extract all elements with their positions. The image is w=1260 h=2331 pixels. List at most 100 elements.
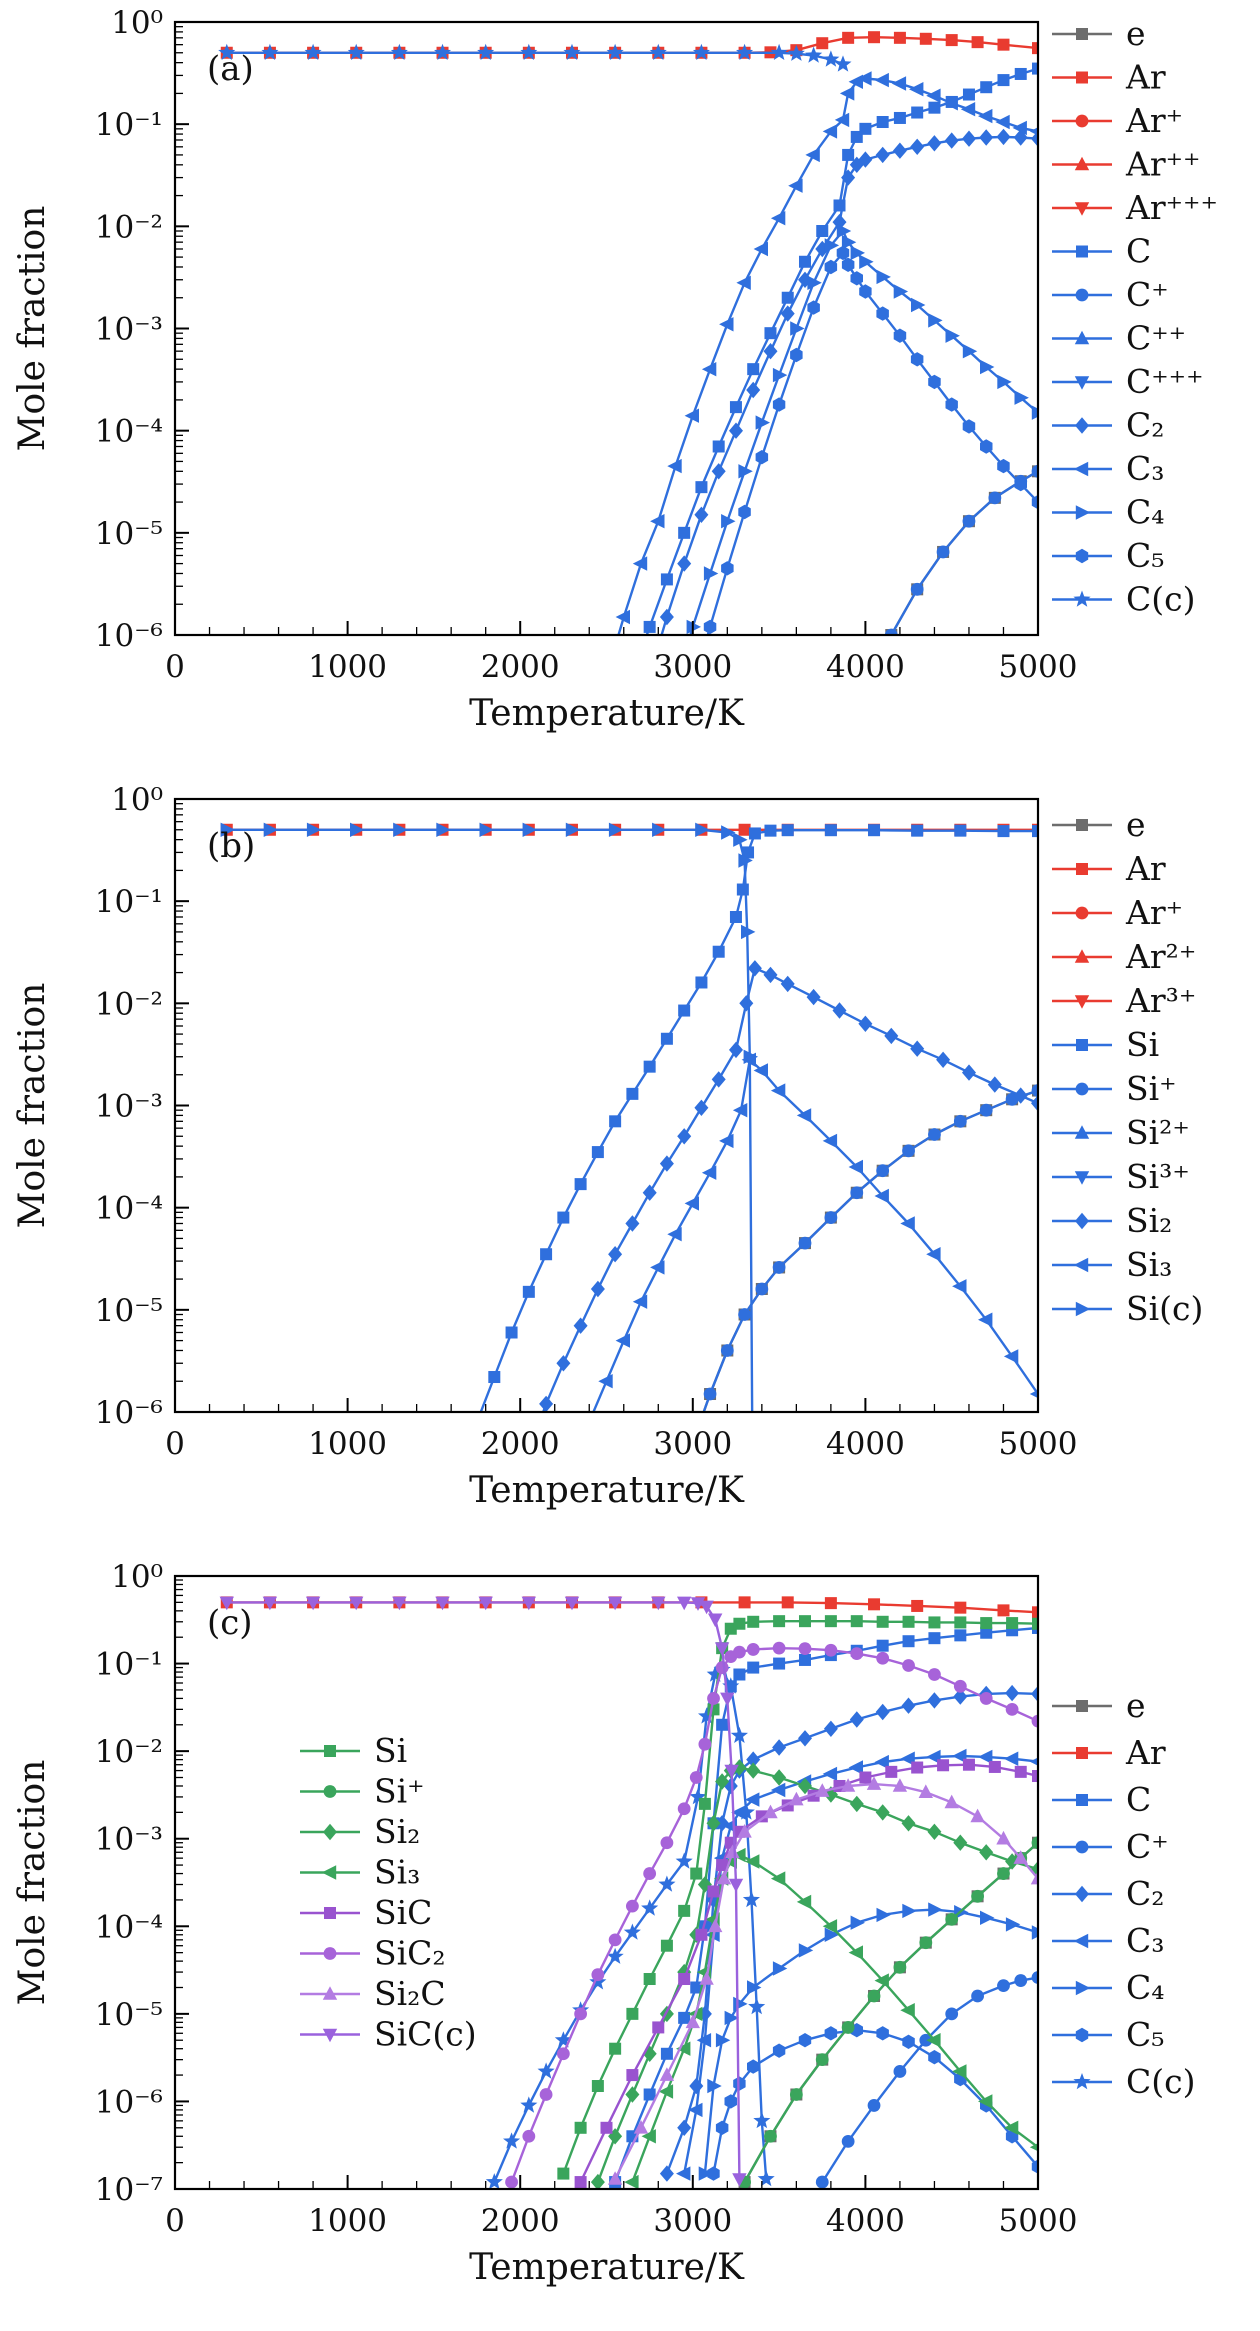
series-C4 xyxy=(698,1902,1038,2181)
legend-item-Ar: Ar xyxy=(1052,58,1166,97)
series-Si xyxy=(479,824,1038,1412)
panel-label: (c) xyxy=(207,1603,253,1643)
series-C5 xyxy=(703,245,1038,635)
series-layer xyxy=(219,1596,1038,2189)
legend-item-Ar++: Ar⁺⁺ xyxy=(1052,145,1200,184)
y-tick-label: 10⁻⁴ xyxy=(95,1909,163,1945)
y-tick-label: 10⁻³ xyxy=(95,312,163,348)
y-tick-label: 10⁻³ xyxy=(95,1089,163,1125)
legend-label: e xyxy=(1126,14,1146,53)
x-tick-label: 2000 xyxy=(481,1426,560,1462)
legend-item-Ar+++: Ar⁺⁺⁺ xyxy=(1052,188,1218,227)
series-C3 xyxy=(676,1748,1038,2181)
y-tick-label: 10⁻⁷ xyxy=(95,2172,163,2208)
series-Si3 xyxy=(624,1847,1038,2189)
axes: 0 1000 2000 3000 4000 5000 10⁰ 10⁻¹ 10⁻² 10⁻³ 10⁻⁴… xyxy=(95,1559,1078,2239)
chart-b: 0 1000 2000 3000 4000 5000 10⁰ 10⁻¹ 10⁻² 10⁻³ 10⁻⁴… xyxy=(12,782,1203,1511)
legend-right: e Ar C C⁺ C₂ C₃ C₄ C₅ C(c) xyxy=(1052,1686,1195,2101)
series-C xyxy=(643,62,1038,635)
x-tick-label: 5000 xyxy=(999,1426,1078,1462)
series-Si+ xyxy=(702,1084,1038,1412)
legend-item-C(c): C(c) xyxy=(1052,2062,1195,2101)
panel-label: (b) xyxy=(207,826,255,866)
y-tick-label: 10⁰ xyxy=(111,5,163,41)
series-Ar xyxy=(220,31,1038,59)
x-tick-label: 0 xyxy=(165,649,185,685)
series-C3 xyxy=(615,71,1038,635)
legend-item-Si2: Si₂ xyxy=(300,1812,420,1851)
series-C+ xyxy=(815,1971,1038,2189)
legend-label: Si xyxy=(1126,1025,1159,1064)
legend-item-Si: Si xyxy=(1052,1025,1159,1064)
y-tick-label: 10⁻² xyxy=(95,1734,163,1770)
legend-item-C+: C⁺ xyxy=(1052,1827,1169,1866)
legend-label: C₃ xyxy=(1126,1921,1164,1960)
figure-panel-b: 0 1000 2000 3000 4000 5000 10⁰ 10⁻¹ 10⁻² 10⁻³ 10⁻⁴… xyxy=(0,777,1260,1554)
y-tick-label: 10⁻⁵ xyxy=(95,516,163,552)
legend-item-Ar: Ar xyxy=(1052,1733,1166,1772)
legend-label: C₄ xyxy=(1126,493,1164,532)
x-tick-label: 2000 xyxy=(481,2203,560,2239)
series-C(c) xyxy=(485,1660,775,2189)
y-tick-label: 10⁻⁵ xyxy=(95,1997,163,2033)
x-tick-label: 4000 xyxy=(826,649,905,685)
legend-label: e xyxy=(1126,805,1146,844)
series-Si3 xyxy=(592,1052,1038,1412)
legend-item-C(c): C(c) xyxy=(1052,580,1195,619)
x-tick-label: 4000 xyxy=(826,1426,905,1462)
x-tick-label: 1000 xyxy=(308,2203,387,2239)
legend-item-SiC: SiC xyxy=(300,1893,432,1932)
legend-label: Ar³⁺ xyxy=(1125,981,1196,1020)
legend-item-C++: C⁺⁺ xyxy=(1052,319,1186,358)
x-tick-label: 2000 xyxy=(481,649,560,685)
legend-label: Si²⁺ xyxy=(1126,1113,1190,1152)
legend-item-SiC2: SiC₂ xyxy=(300,1934,446,1973)
legend-label: Ar xyxy=(1125,58,1166,97)
legend-label: SiC(c) xyxy=(374,2015,477,2054)
legend-item-C5: C₅ xyxy=(1052,536,1164,575)
x-axis-label: Temperature/K xyxy=(469,2247,745,2288)
series-SiC2 xyxy=(505,1641,1038,2189)
axes: 0 1000 2000 3000 4000 5000 10⁰ 10⁻¹ 10⁻² 10⁻³ 10⁻⁴… xyxy=(95,5,1078,685)
legend-label: Ar xyxy=(1125,1733,1166,1772)
series-C5 xyxy=(707,2023,1038,2181)
legend-item-Ar+: Ar⁺ xyxy=(1052,893,1183,932)
y-tick-label: 10⁻² xyxy=(95,986,163,1022)
legend-label: Si₂ xyxy=(1126,1201,1172,1240)
legend-item-C2: C₂ xyxy=(1052,406,1164,445)
y-tick-label: 10⁻² xyxy=(95,209,163,245)
legend-label: C⁺⁺ xyxy=(1126,319,1186,358)
series-layer xyxy=(218,31,1038,635)
legend-item-C4: C₄ xyxy=(1052,493,1164,532)
legend-label: Si xyxy=(374,1731,407,1770)
legend-label: e xyxy=(1126,1686,1146,1725)
legend-label: C₃ xyxy=(1126,449,1164,488)
legend-label: SiC xyxy=(374,1893,432,1932)
series-C xyxy=(609,1621,1038,2189)
legend-item-e: e xyxy=(1052,805,1146,844)
legend-label: C⁺⁺⁺ xyxy=(1126,362,1204,401)
legend-item-C4: C₄ xyxy=(1052,1968,1164,2007)
legend-right: e Ar Ar⁺ Ar²⁺ Ar³⁺ Si Si⁺ Si²⁺ Si³⁺ Si₂ Si₃ Si(c) xyxy=(1052,805,1203,1328)
series-e xyxy=(738,1836,1038,2189)
y-tick-label: 10⁻¹ xyxy=(95,1647,163,1683)
legend-label: Si(c) xyxy=(1126,1289,1203,1328)
legend-item-Si2+: Si²⁺ xyxy=(1052,1113,1190,1152)
chart-c: 0 1000 2000 3000 4000 5000 10⁰ 10⁻¹ 10⁻² 10⁻³ 10⁻⁴… xyxy=(12,1559,1195,2288)
legend-item-e: e xyxy=(1052,1686,1146,1725)
legend-item-Ar+: Ar⁺ xyxy=(1052,101,1183,140)
series-Ar xyxy=(220,1596,1038,1619)
figure-panel-c: 0 1000 2000 3000 4000 5000 10⁰ 10⁻¹ 10⁻² 10⁻³ 10⁻⁴… xyxy=(0,1554,1260,2331)
legend-item-e: e xyxy=(1052,14,1146,53)
legend-label: C₄ xyxy=(1126,1968,1164,2007)
legend-label: C(c) xyxy=(1126,2062,1195,2101)
y-tick-label: 10⁻³ xyxy=(95,1822,163,1858)
legend-label: C₅ xyxy=(1126,2015,1164,2054)
y-tick-label: 10⁻¹ xyxy=(95,107,163,143)
legend-item-C3: C₃ xyxy=(1052,1921,1164,1960)
legend-label: Si⁺ xyxy=(1126,1069,1177,1108)
series-e xyxy=(702,1084,1038,1412)
legend-label: Si₂ xyxy=(374,1812,420,1851)
legend-label: Ar xyxy=(1125,849,1166,888)
y-tick-label: 10⁻¹ xyxy=(95,884,163,920)
